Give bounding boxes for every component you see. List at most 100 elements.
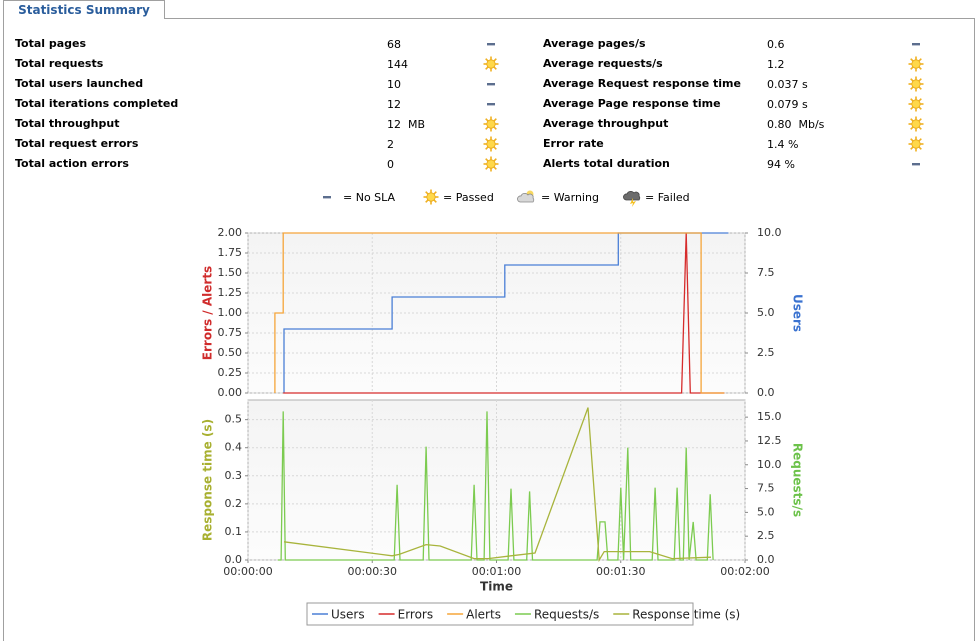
legend-label: Errors: [398, 608, 434, 622]
stat-label: Error rate: [543, 137, 604, 150]
stat-label: Total request errors: [15, 137, 139, 150]
stat-label: Total users launched: [15, 77, 144, 90]
stat-value: 0: [387, 158, 394, 171]
y2-tick-label: 0.0: [757, 553, 775, 566]
stat-value: 1.2: [767, 58, 785, 71]
stat-value: 144: [387, 58, 408, 71]
x-tick-label: 00:01:00: [472, 565, 521, 578]
y2-axis-label: Users: [791, 294, 805, 332]
sla-icon: [908, 56, 924, 72]
sla-icon: [908, 96, 924, 112]
sun: [486, 139, 496, 149]
y-tick-label: 0.4: [225, 441, 243, 454]
y-tick-label: 2.00: [218, 226, 243, 239]
stat-value: 2: [387, 138, 394, 151]
sla-icon: [908, 76, 924, 92]
y2-tick-label: 2.5: [757, 529, 775, 542]
sla-icon: [483, 56, 499, 72]
dash: [487, 83, 495, 86]
sla-legend-label: = Failed: [645, 191, 690, 204]
stat-value: 12 MB: [387, 118, 426, 131]
sla-legend-icon: [323, 196, 331, 199]
legend-label: Requests/s: [534, 608, 599, 622]
y2-tick-label: 10.0: [757, 458, 782, 471]
sun: [911, 59, 921, 69]
sla-icon: [487, 43, 495, 46]
sla-legend-icon: [423, 189, 439, 205]
sla-icon: [483, 156, 499, 172]
y-tick-label: 0.3: [225, 469, 243, 482]
sla-icon: [483, 136, 499, 152]
dash: [323, 196, 331, 199]
dash: [487, 43, 495, 46]
sun: [911, 139, 921, 149]
cloud: [517, 192, 535, 203]
sun: [911, 99, 921, 109]
y-tick-label: 0.50: [218, 346, 243, 359]
y2-axis-label: Requests/s: [791, 443, 805, 517]
stat-value: 0.80 Mb/s: [767, 118, 825, 131]
sla-icon: [912, 163, 920, 166]
sla-legend-icon: [517, 190, 535, 203]
sun: [486, 119, 496, 129]
dash: [487, 103, 495, 106]
stat-label: Average Page response time: [543, 97, 721, 110]
sla-legend-label: = Passed: [443, 191, 494, 204]
stat-value: 0.037 s: [767, 78, 808, 91]
stat-label: Average pages/s: [543, 37, 646, 50]
y-tick-label: 0.0: [225, 553, 243, 566]
y-tick-label: 0.5: [225, 413, 243, 426]
y-tick-label: 0.00: [218, 386, 243, 399]
stat-value: 0.6: [767, 38, 785, 51]
stat-label: Average Request response time: [543, 77, 741, 90]
tab[interactable]: Statistics Summary: [3, 0, 165, 19]
dash: [912, 163, 920, 166]
y2-tick-label: 10.0: [757, 226, 782, 239]
sla-legend-label: = No SLA: [343, 191, 396, 204]
series-line: [277, 411, 714, 561]
sla-legend-icon: [623, 190, 641, 207]
stat-label: Total requests: [15, 57, 104, 70]
y-tick-label: 1.00: [218, 306, 243, 319]
y2-tick-label: 5.0: [757, 306, 775, 319]
legend-label: Alerts: [466, 608, 501, 622]
y-axis-label: Response time (s): [201, 419, 215, 541]
stat-label: Total action errors: [15, 157, 129, 170]
y-tick-label: 1.50: [218, 266, 243, 279]
sla-icon: [487, 83, 495, 86]
y2-tick-label: 2.5: [757, 346, 775, 359]
stat-value: 10: [387, 78, 401, 91]
series-line: [274, 232, 725, 394]
y-axis-label: Errors / Alerts: [201, 266, 215, 360]
stat-label: Alerts total duration: [543, 157, 670, 170]
y-tick-label: 1.75: [218, 246, 243, 259]
stat-value: 94 %: [767, 158, 795, 171]
sla-icon: [487, 103, 495, 106]
y2-tick-label: 7.5: [757, 266, 775, 279]
dash: [912, 43, 920, 46]
y-tick-label: 1.25: [218, 286, 243, 299]
stat-value: 68: [387, 38, 401, 51]
x-tick-label: 00:02:00: [720, 565, 769, 578]
sun: [426, 192, 436, 202]
legend-label: Users: [331, 608, 365, 622]
legend-box: [306, 602, 694, 626]
stat-label: Average requests/s: [543, 57, 663, 70]
stat-label: Average throughput: [543, 117, 669, 130]
sla-icon: [908, 116, 924, 132]
x-tick-label: 00:01:30: [596, 565, 645, 578]
y2-tick-label: 15.0: [757, 410, 782, 423]
bolt: [630, 198, 636, 207]
cloud: [623, 190, 641, 201]
y2-tick-label: 0.0: [757, 386, 775, 399]
stat-value: 0.079 s: [767, 98, 808, 111]
series-line: [283, 232, 729, 393]
y2-tick-label: 12.5: [757, 434, 782, 447]
legend-label: Response time (s): [632, 608, 740, 622]
y-tick-label: 0.75: [218, 326, 243, 339]
stat-label: Total pages: [15, 37, 87, 50]
sun: [486, 159, 496, 169]
sla-legend-label: = Warning: [541, 191, 599, 204]
